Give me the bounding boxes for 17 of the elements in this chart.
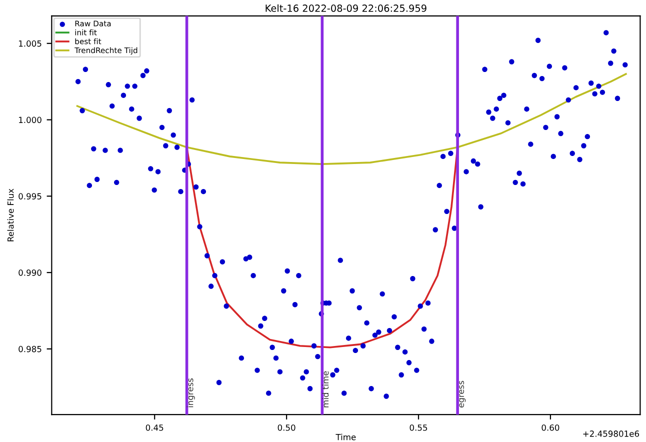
y-tick-label: 1.000 [19, 116, 42, 124]
ref-line-label: ingress [186, 378, 195, 408]
chart-title: Kelt-16 2022-08-09 22:06:25.959 [266, 4, 426, 12]
line-series [76, 73, 627, 165]
ref-line-label: egress [459, 380, 466, 408]
x-tick-label: 0.55 [410, 424, 428, 431]
y-axis-title: Relative Flux [7, 188, 14, 242]
x-tick-label: 0.50 [278, 424, 296, 431]
y-tick-label: 0.990 [18, 270, 42, 276]
x-tick-label: 0.45 [146, 424, 164, 431]
y-tick-label: 0.995 [18, 193, 42, 200]
x-tick-label: 0.60 [542, 424, 560, 431]
x-axis-title: Time [336, 434, 356, 440]
y-tick-label: 1.005 [19, 40, 42, 47]
ref-line-label: mid time [322, 371, 329, 408]
y-tick-label: 0.985 [18, 346, 42, 352]
text: +2.459801e6 [583, 430, 640, 437]
